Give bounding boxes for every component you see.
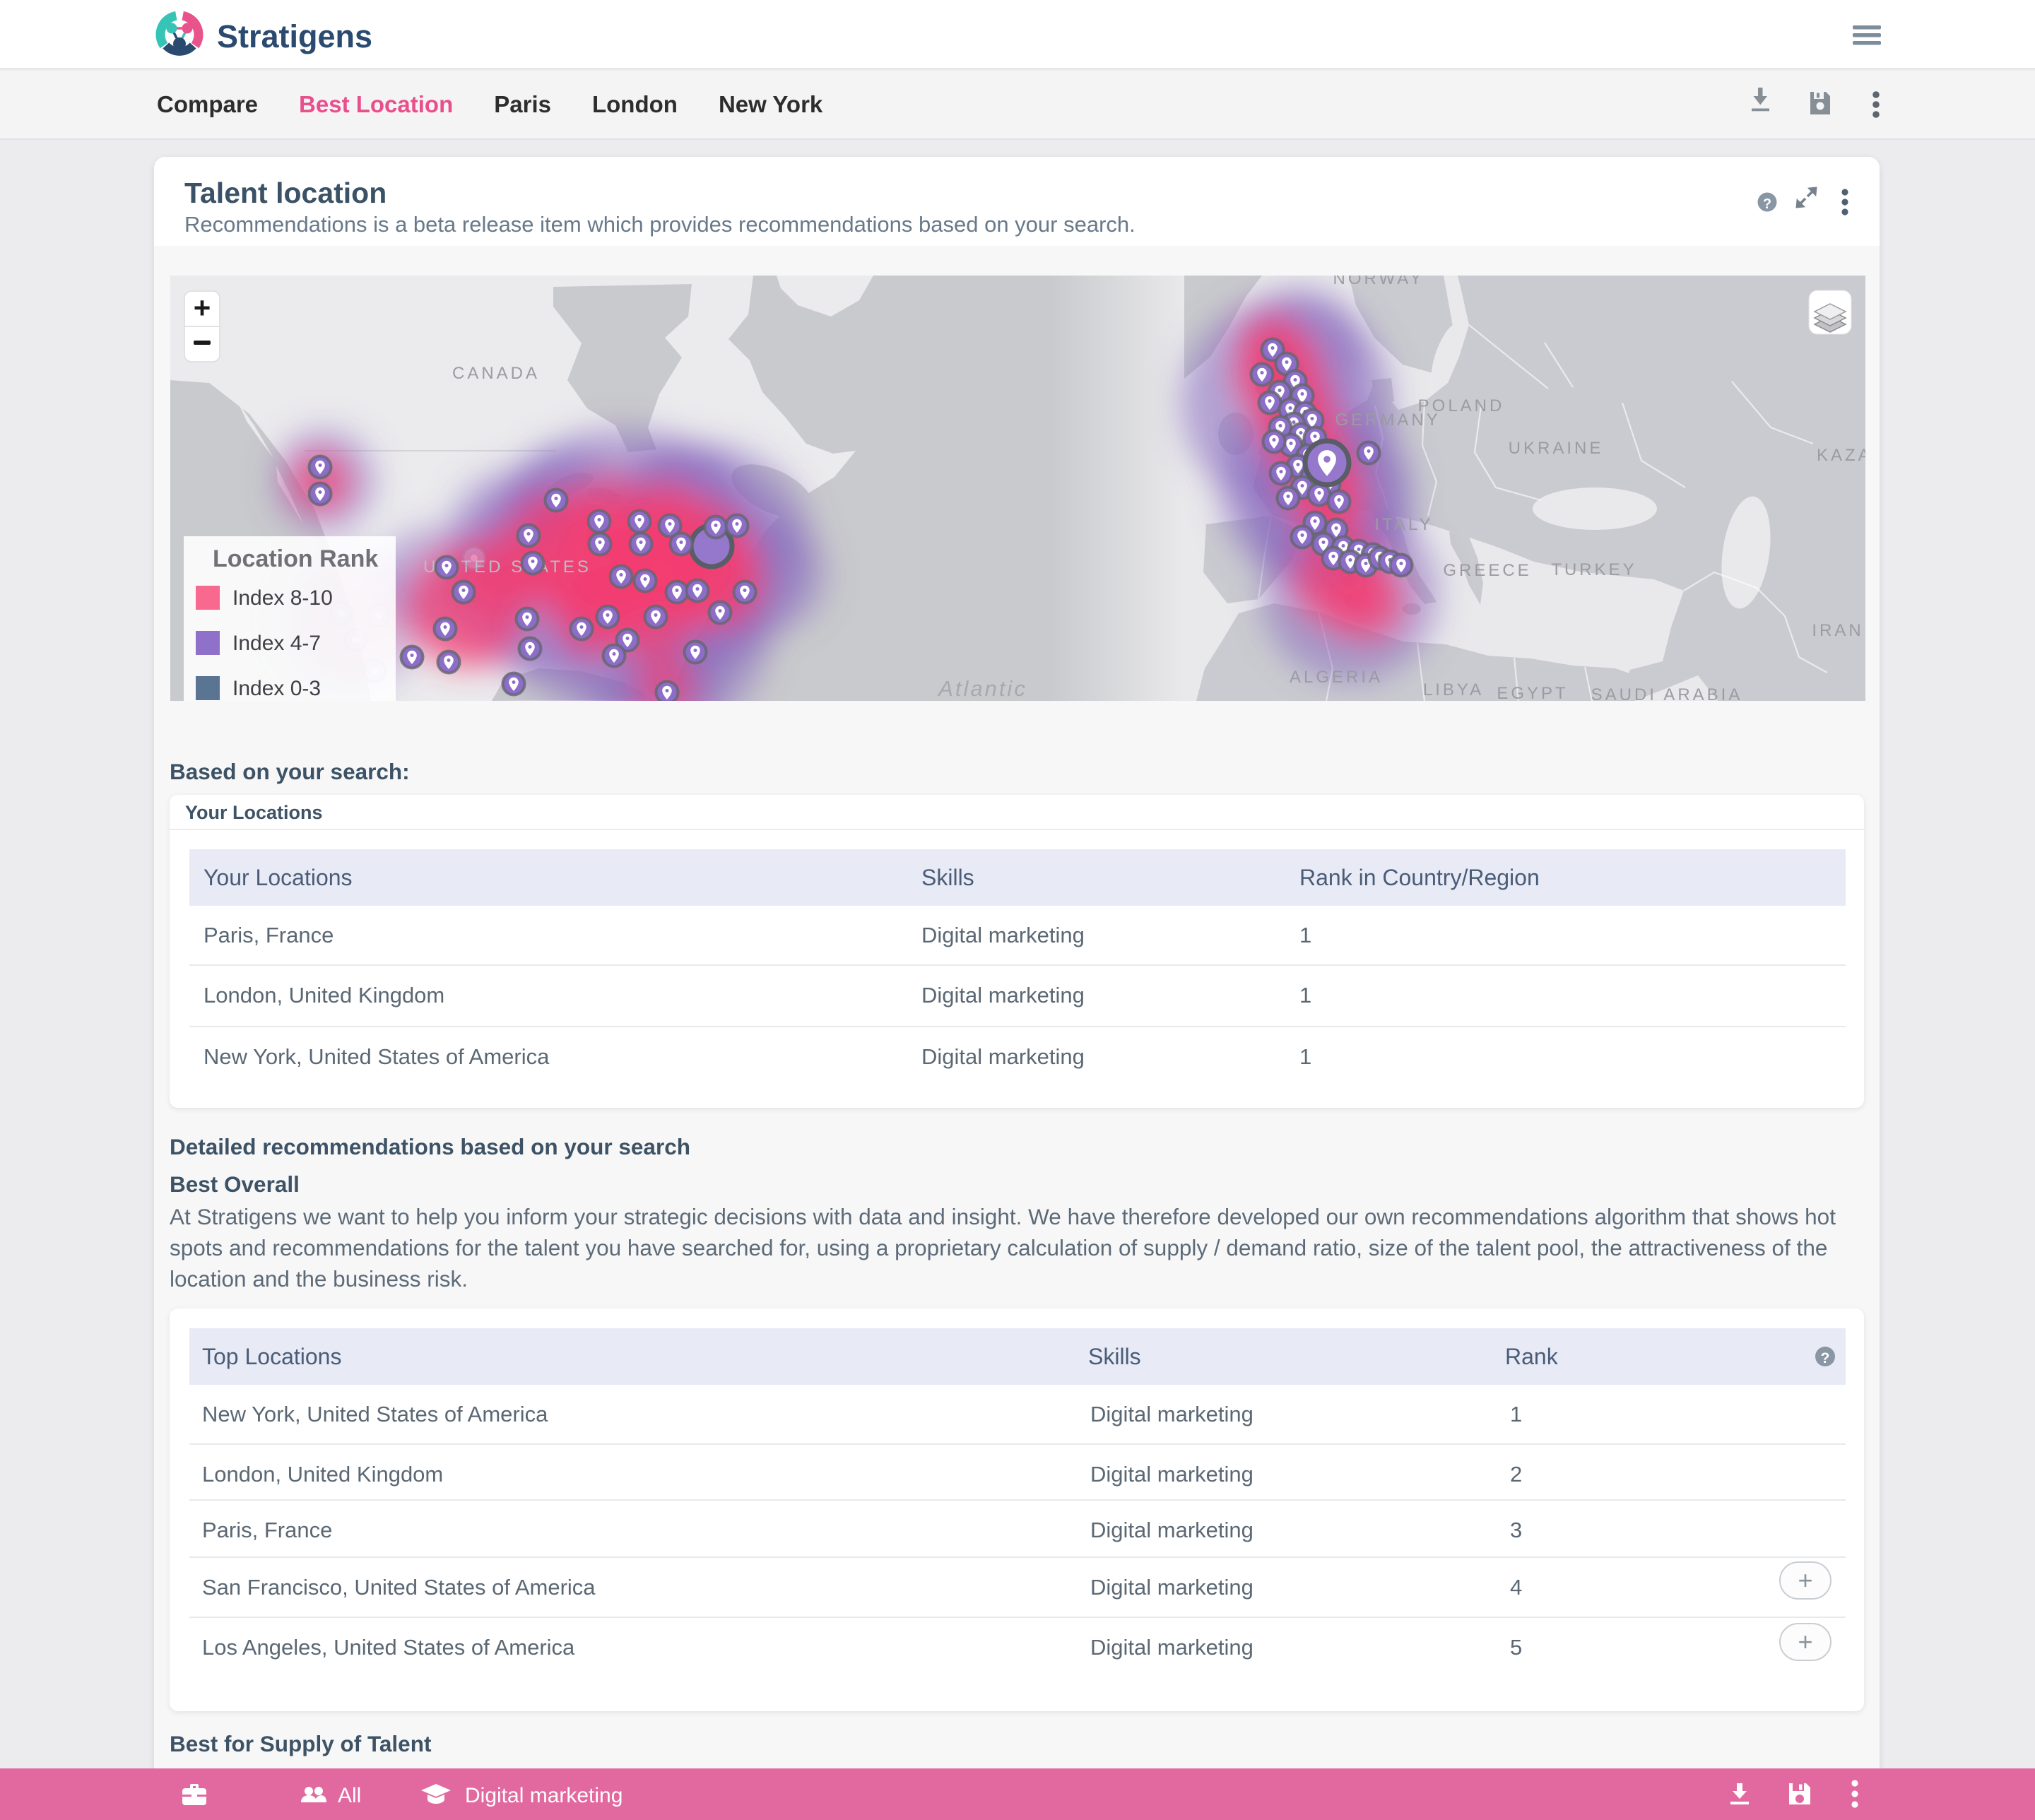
svg-text:KAZAKH: KAZAKH: [1817, 446, 1865, 465]
svg-text:GREECE: GREECE: [1443, 561, 1531, 580]
svg-text:UKRAINE: UKRAINE: [1509, 439, 1604, 458]
svg-text:SAUDI ARABIA: SAUDI ARABIA: [1591, 685, 1743, 701]
svg-text:POLAND: POLAND: [1418, 396, 1505, 415]
svg-text:GERMANY: GERMANY: [1335, 410, 1440, 430]
svg-text:+: +: [194, 291, 211, 324]
svg-text:?: ?: [1763, 196, 1771, 212]
svg-text:CANADA: CANADA: [452, 364, 540, 383]
svg-text:Atlantic: Atlantic: [937, 676, 1027, 701]
svg-text:TURKEY: TURKEY: [1551, 560, 1636, 579]
svg-text:Index 4-7: Index 4-7: [232, 632, 321, 655]
svg-text:Index 8-10: Index 8-10: [232, 586, 333, 610]
svg-text:ALGERIA: ALGERIA: [1290, 668, 1383, 687]
svg-text:IRAN: IRAN: [1812, 621, 1863, 640]
svg-text:ITALY: ITALY: [1374, 515, 1433, 534]
svg-text:NORWAY: NORWAY: [1333, 276, 1424, 288]
svg-text:?: ?: [1821, 1350, 1830, 1366]
svg-text:EGYPT: EGYPT: [1497, 684, 1568, 701]
svg-text:LIBYA: LIBYA: [1423, 680, 1484, 699]
svg-text:Location Rank: Location Rank: [213, 545, 378, 572]
svg-text:Index 0-3: Index 0-3: [232, 677, 321, 700]
